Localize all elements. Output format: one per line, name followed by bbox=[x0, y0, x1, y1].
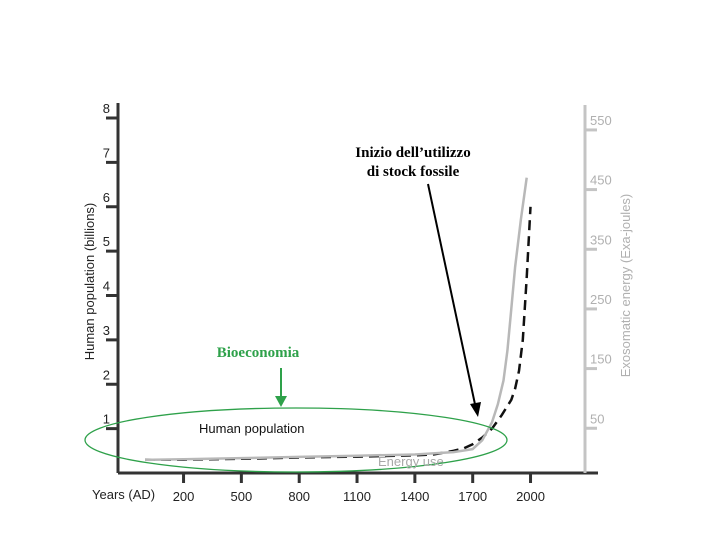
right-axis-tick-label: 550 bbox=[590, 113, 612, 128]
energy-use-line bbox=[144, 177, 528, 462]
left-axis-tick-label: 8 bbox=[103, 101, 110, 116]
bioeconomia-label: Bioeconomia bbox=[217, 345, 300, 361]
right-axis-tick-label: 50 bbox=[590, 411, 604, 426]
fossil-callout-line-1: Inizio dell’utilizzo bbox=[355, 145, 470, 161]
left-axis-tick-label: 6 bbox=[103, 190, 110, 205]
fossil-callout-arrow-shaft bbox=[427, 183, 477, 410]
x-axis-tick-label: 1100 bbox=[343, 489, 371, 504]
human-population-line bbox=[145, 206, 532, 461]
series-label-energy: Energy use bbox=[378, 454, 444, 469]
right-axis-tick-label: 250 bbox=[590, 292, 612, 307]
annotations: Human population Energy use Inizio dell’ut… bbox=[84, 145, 508, 473]
fossil-callout-arrow-head bbox=[470, 402, 481, 417]
left-axis-tick-label: 2 bbox=[103, 367, 110, 382]
right-axis-tick-label: 150 bbox=[590, 352, 612, 367]
series-label-population: Human population bbox=[199, 421, 305, 436]
right-axis-tick-label: 350 bbox=[590, 232, 612, 247]
bioeconomia-ellipse bbox=[84, 407, 508, 473]
x-axis-tick-label: 500 bbox=[231, 489, 253, 504]
x-axis-tick-label: 1700 bbox=[458, 489, 487, 504]
left-axis-tick-label: 3 bbox=[103, 323, 110, 338]
x-axis-tick-label: 200 bbox=[173, 489, 195, 504]
x-axis-tick-label: 1400 bbox=[400, 489, 429, 504]
left-axis-tick-label: 7 bbox=[103, 145, 110, 160]
axes: 1 2 3 4 5 6 7 8 Human population (billions) 200 50… bbox=[82, 101, 633, 504]
x-axis-title: Years (AD) bbox=[92, 487, 155, 502]
left-axis-tick-label: 4 bbox=[103, 279, 110, 294]
x-axis-tick-label: 800 bbox=[288, 489, 310, 504]
bioeconomia-arrow-head bbox=[275, 396, 287, 407]
fossil-callout-line-2: di stock fossile bbox=[367, 164, 460, 180]
left-axis-tick-label: 1 bbox=[103, 412, 110, 427]
right-axis-title: Exosomatic energy (Exa-joules) bbox=[618, 194, 633, 378]
left-axis-tick-label: 5 bbox=[103, 234, 110, 249]
x-axis-tick-label: 2000 bbox=[516, 489, 545, 504]
right-axis-tick-label: 450 bbox=[590, 173, 612, 188]
left-axis-title: Human population (billions) bbox=[82, 203, 97, 361]
series-lines bbox=[144, 177, 532, 462]
